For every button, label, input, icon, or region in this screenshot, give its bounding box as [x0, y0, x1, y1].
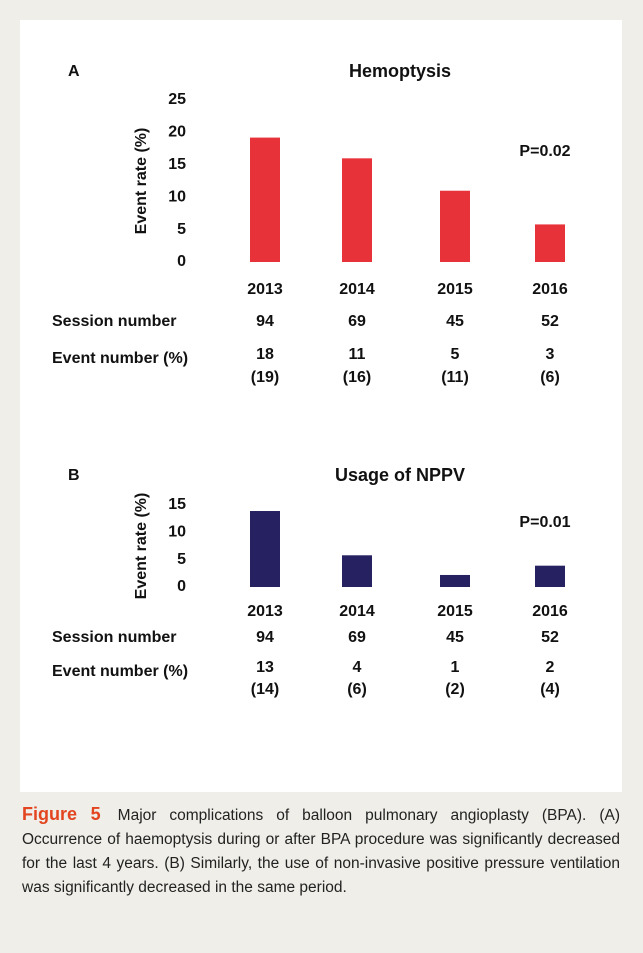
session-number: 69: [348, 629, 366, 646]
session-number: 52: [541, 629, 559, 646]
x-tick-label: 2016: [532, 603, 568, 620]
event-percent: (6): [540, 369, 560, 386]
event-percent: (2): [445, 681, 465, 698]
bar: [535, 565, 565, 587]
event-percent: (6): [347, 681, 367, 698]
bar: [535, 224, 565, 262]
event-count: 3: [546, 346, 555, 363]
bar: [250, 511, 280, 587]
y-tick-label: 10: [168, 188, 186, 205]
annotation: P=0.02: [519, 143, 570, 160]
y-tick-label: 5: [177, 221, 186, 238]
y-tick-label: 15: [168, 496, 186, 513]
row-label: Event number (%): [52, 350, 188, 367]
event-percent: (14): [251, 681, 279, 698]
event-count: 4: [353, 659, 362, 676]
event-percent: (16): [343, 369, 371, 386]
bar: [440, 190, 470, 262]
y-axis-label: Event rate (%): [133, 493, 150, 600]
y-tick-label: 20: [168, 124, 186, 141]
event-percent: (19): [251, 369, 279, 386]
event-count: 13: [256, 659, 274, 676]
chart-title: Hemoptysis: [349, 61, 451, 81]
y-tick-label: 25: [168, 91, 186, 108]
caption-block: Figure 5 Major complications of balloon …: [22, 802, 620, 900]
y-tick-label: 0: [177, 578, 186, 595]
chart-title: Usage of NPPV: [335, 465, 465, 485]
event-count: 11: [349, 346, 366, 363]
bar: [342, 158, 372, 262]
x-tick-label: 2015: [437, 603, 473, 620]
row-label: Session number: [52, 313, 176, 330]
y-tick-label: 5: [177, 551, 186, 568]
session-number: 69: [348, 313, 366, 330]
event-count: 2: [546, 659, 555, 676]
event-count: 1: [451, 659, 460, 676]
x-tick-label: 2014: [339, 281, 375, 298]
event-percent: (11): [441, 369, 469, 386]
y-tick-label: 0: [177, 253, 186, 270]
x-tick-label: 2015: [437, 281, 473, 298]
x-tick-label: 2014: [339, 603, 375, 620]
y-tick-label: 15: [168, 156, 186, 173]
session-number: 45: [446, 313, 464, 330]
x-tick-label: 2013: [247, 281, 283, 298]
row-label: Session number: [52, 629, 176, 646]
y-tick-label: 10: [168, 524, 186, 541]
session-number: 45: [446, 629, 464, 646]
session-number: 94: [256, 313, 274, 330]
bar: [342, 555, 372, 587]
caption-text: Major complications of balloon pulmonary…: [22, 807, 620, 896]
panel-letter: A: [68, 63, 80, 80]
bar: [250, 137, 280, 262]
event-percent: (4): [540, 681, 560, 698]
session-number: 94: [256, 629, 274, 646]
y-axis-label: Event rate (%): [133, 128, 150, 235]
session-number: 52: [541, 313, 559, 330]
annotation: P=0.01: [519, 514, 570, 531]
event-count: 5: [451, 346, 460, 363]
event-count: 18: [256, 346, 274, 363]
panel-background: [20, 20, 622, 792]
bar: [440, 574, 470, 587]
x-tick-label: 2013: [247, 603, 283, 620]
figure-label: Figure 5: [22, 804, 101, 824]
panel-letter: B: [68, 467, 80, 484]
row-label: Event number (%): [52, 663, 188, 680]
x-tick-label: 2016: [532, 281, 568, 298]
